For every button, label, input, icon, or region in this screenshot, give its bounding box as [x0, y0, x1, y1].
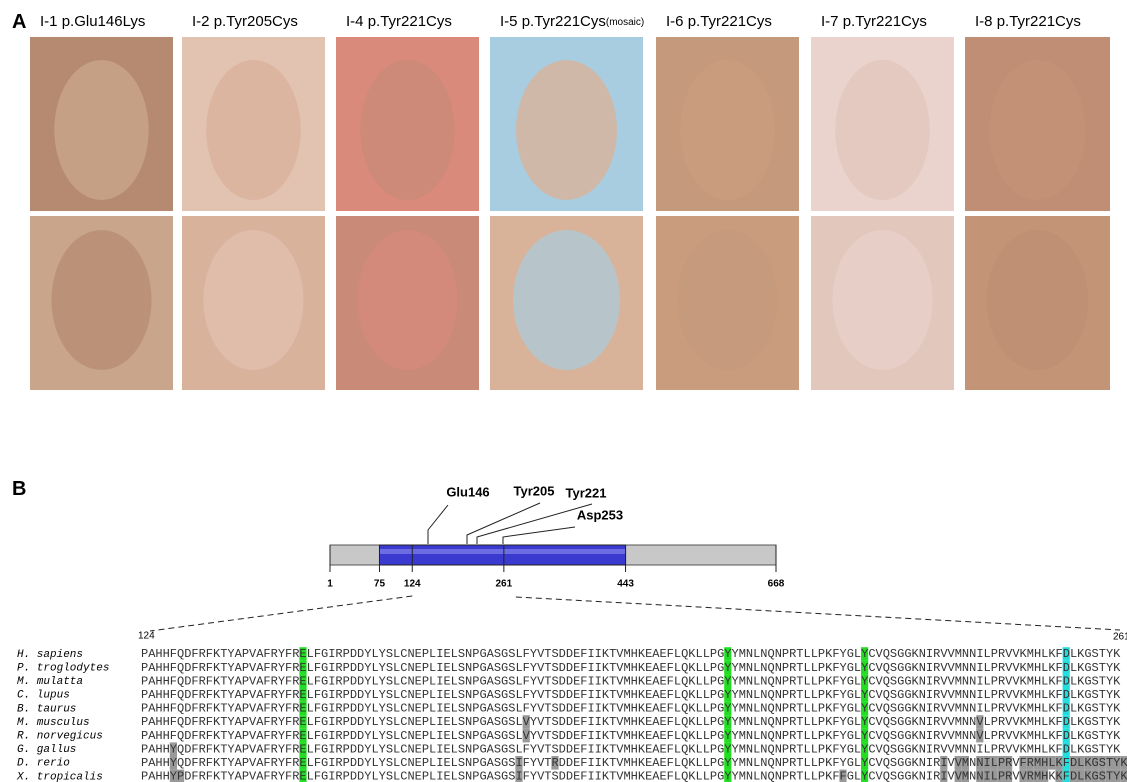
panel-label: A [12, 11, 26, 33]
residue-label: Asp253 [577, 507, 623, 522]
patient-label: I-2 p.Tyr205Cys [192, 13, 298, 30]
patient-id: I-1 [40, 13, 58, 30]
species: C. lupus [17, 690, 70, 702]
callout-lines [428, 503, 592, 544]
face [516, 60, 617, 200]
tick-label: 1 [327, 579, 333, 590]
species: M. musculus [17, 717, 90, 729]
patient-variant: p.Tyr221Cys [368, 13, 452, 30]
domain [379, 545, 625, 565]
patient-id: I-5 [500, 13, 518, 30]
face [54, 60, 148, 200]
species: P. troglodytes [17, 663, 109, 675]
patient-id: I-7 [821, 13, 839, 30]
patient-label: I-5 p.Tyr221Cys(mosaic) [500, 13, 644, 30]
zoom-line [150, 596, 412, 631]
sequence: PAHHFQDFRFKTYAPVAFRYFRELFGIRPDDYLYSLCNEP… [141, 647, 1121, 661]
species: D. rerio [17, 758, 70, 770]
patient-variant: p.Glu146Lys [62, 13, 146, 30]
patient-variant: p.Tyr221Cys [522, 13, 606, 30]
figure: A B Glu146 Tyr205 Tyr221 Asp253 I-1 p.Gl… [0, 0, 1127, 782]
patient-id: I-6 [666, 13, 684, 30]
sequence: PAHHFQDFRFKTYAPVAFRYFRELFGIRPDDYLYSLCNEP… [141, 688, 1121, 702]
panel-label: B [12, 478, 26, 500]
head [677, 230, 777, 370]
patient-variant: p.Tyr221Cys [997, 13, 1081, 30]
sequence: PAHHYPDFRFKTYAPVAFRYFRELFGIRPDDYLYSLCNEP… [141, 770, 1127, 782]
callout [477, 504, 592, 544]
patient-label: I-4 p.Tyr221Cys [346, 13, 452, 30]
callout [503, 527, 575, 544]
sequence: PAHHFQDFRFKTYAPVAFRYFRELFGIRPDDYLYSLCNEP… [141, 702, 1121, 716]
patient-id: I-4 [346, 13, 364, 30]
sequence: PAHHYQDFRFKTYAPVAFRYFRELFGIRPDDYLYSLCNEP… [141, 756, 1127, 770]
face [680, 60, 774, 200]
head [203, 230, 303, 370]
patient-label: I-8 p.Tyr221Cys [975, 13, 1081, 30]
patient-id: I-2 [192, 13, 210, 30]
sequence: PAHHFQDFRFKTYAPVAFRYFRELFGIRPDDYLYSLCNEP… [141, 674, 1121, 688]
head [513, 230, 620, 370]
patient-label: I-6 p.Tyr221Cys [666, 13, 772, 30]
head [51, 230, 151, 370]
patient-note: (mosaic) [606, 17, 644, 28]
residue-label: Tyr205 [514, 483, 555, 498]
head [832, 230, 932, 370]
face [990, 60, 1086, 200]
patient-label: I-1 p.Glu146Lys [40, 13, 145, 30]
patient-variant: p.Tyr205Cys [214, 13, 298, 30]
sequence: PAHHYQDFRFKTYAPVAFRYFRELFGIRPDDYLYSLCNEP… [141, 742, 1121, 756]
page: A B Glu146 Tyr205 Tyr221 Asp253 I-1 p.Gl… [0, 0, 1127, 782]
species: G. gallus [17, 744, 76, 756]
face [206, 60, 300, 200]
residue-label: Glu146 [446, 484, 489, 499]
patient-label: I-7 p.Tyr221Cys [821, 13, 927, 30]
species: H. sapiens [17, 649, 83, 661]
species: X. tropicalis [16, 771, 103, 782]
zoom-line [516, 597, 1120, 630]
tick-label: 443 [617, 579, 634, 590]
head [987, 230, 1089, 370]
zoom-label: 261 [1113, 632, 1127, 643]
head [357, 230, 457, 370]
face [835, 60, 929, 200]
tick-label: 668 [768, 579, 785, 590]
sequence: PAHHFQDFRFKTYAPVAFRYFRELFGIRPDDYLYSLCNEP… [141, 661, 1121, 675]
patient-variant: p.Tyr221Cys [688, 13, 772, 30]
species: B. taurus [17, 703, 76, 715]
sequence: PAHHFQDFRFKTYAPVAFRYFRELFGIRPDDYLYSLCNEP… [141, 729, 1121, 743]
species: R. norvegicus [17, 731, 103, 743]
residue-label: Tyr221 [566, 485, 607, 500]
tick-label: 75 [374, 579, 386, 590]
domain-shine [379, 549, 625, 554]
patient-id: I-8 [975, 13, 993, 30]
zoom-label: 124 [138, 631, 155, 642]
patient-variant: p.Tyr221Cys [843, 13, 927, 30]
species: M. mulatta [17, 676, 83, 688]
sequence: PAHHFQDFRFKTYAPVAFRYFRELFGIRPDDYLYSLCNEP… [141, 715, 1121, 729]
face [360, 60, 454, 200]
callout [428, 505, 448, 544]
tick-label: 261 [496, 579, 513, 590]
tick-label: 124 [404, 579, 421, 590]
